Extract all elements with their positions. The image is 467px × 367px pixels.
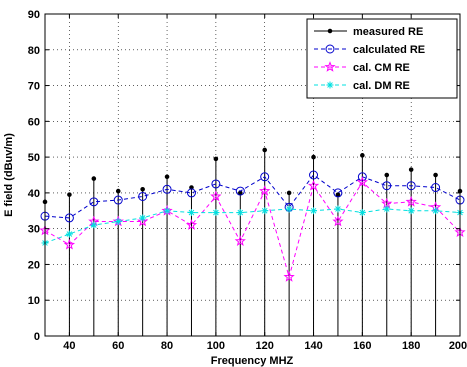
stem-point — [433, 172, 438, 178]
x-axis-title: Frequency MHZ — [211, 355, 294, 367]
y-tick-label: 30 — [28, 224, 40, 236]
data-point — [382, 181, 392, 191]
x-tick-label: 200 — [449, 340, 467, 352]
data-point — [211, 179, 221, 189]
stem-point — [237, 190, 243, 196]
legend-item: cal. DM RE — [314, 80, 410, 92]
series-1 — [40, 170, 465, 223]
y-tick-label: 80 — [28, 45, 40, 57]
stem-point — [408, 167, 414, 172]
data-point — [383, 205, 391, 213]
data-point — [285, 205, 293, 213]
y-tick-label: 60 — [28, 116, 40, 128]
stem-point — [311, 154, 316, 160]
stem-point — [360, 153, 365, 158]
y-tick-label: 50 — [28, 152, 40, 164]
legend-marker — [326, 81, 334, 89]
data-point — [309, 170, 319, 180]
y-axis-title: E field (dBuv/m) — [3, 133, 15, 217]
x-tick-label: 180 — [402, 340, 420, 352]
stem-point — [384, 172, 390, 178]
stem-point — [164, 174, 170, 180]
legend-label: cal. DM RE — [353, 80, 410, 92]
data-point — [235, 186, 245, 196]
x-tick-label: 80 — [161, 340, 173, 352]
data-point — [307, 179, 320, 191]
data-point — [65, 230, 73, 238]
y-tick-label: 0 — [34, 331, 40, 343]
stem-point — [115, 188, 121, 194]
data-point — [283, 271, 295, 282]
stem-point — [91, 176, 97, 181]
data-point — [432, 207, 440, 215]
legend-item: cal. CM RE — [314, 61, 410, 74]
data-point — [333, 188, 343, 198]
data-point — [357, 172, 367, 182]
data-point — [431, 183, 441, 193]
data-point — [162, 184, 172, 194]
y-tick-label: 20 — [28, 259, 40, 271]
data-point — [63, 238, 76, 250]
x-tick-label: 160 — [353, 340, 371, 352]
data-point — [138, 191, 148, 201]
data-point — [406, 181, 416, 191]
legend-marker — [324, 61, 336, 72]
series-layer — [39, 147, 466, 336]
plot-frame — [44, 13, 461, 337]
legend-marker — [327, 28, 333, 34]
stem-point — [262, 147, 268, 153]
x-tick-label: 120 — [256, 340, 274, 352]
data-point — [212, 209, 220, 217]
x-tick-label: 100 — [207, 340, 225, 352]
legend-label: measured RE — [353, 26, 423, 38]
data-point — [89, 197, 99, 207]
x-tick-label: 60 — [112, 340, 124, 352]
legend-label: cal. CM RE — [353, 62, 410, 74]
legend-item: calculated RE — [314, 44, 425, 56]
legend-label: calculated RE — [353, 44, 425, 56]
stem-point — [335, 192, 341, 197]
y-tick-label: 10 — [28, 295, 40, 307]
data-point — [310, 207, 318, 215]
data-point — [334, 205, 342, 213]
stem-point — [286, 190, 292, 196]
data-point — [210, 190, 222, 202]
stem-point — [140, 187, 145, 192]
data-point — [187, 209, 195, 217]
legend-item: measured RE — [314, 26, 423, 38]
data-point — [90, 221, 98, 229]
ticks: 40 60 80 100 120 140 160 180 200 0 10 20 30 40 50 60 70 8… — [28, 9, 467, 352]
y-tick-label: 40 — [28, 188, 40, 200]
data-point — [332, 215, 344, 227]
y-tick-label: 90 — [28, 9, 40, 21]
stem-point — [67, 192, 72, 197]
data-point — [407, 207, 415, 215]
x-tick-label: 40 — [63, 340, 75, 352]
data-point — [260, 172, 270, 182]
data-point — [64, 213, 74, 223]
data-point — [259, 185, 271, 196]
data-point — [405, 195, 417, 207]
data-point — [137, 215, 149, 227]
x-tick-label: 140 — [304, 340, 322, 352]
data-point — [358, 209, 366, 217]
series-3 — [41, 205, 464, 247]
data-point — [163, 207, 171, 215]
data-point — [186, 188, 196, 198]
data-point — [139, 214, 147, 222]
data-point — [185, 219, 198, 230]
series-line — [44, 181, 461, 279]
data-point — [114, 218, 122, 226]
series-line — [44, 208, 461, 244]
data-point — [356, 176, 368, 187]
data-point — [113, 195, 123, 205]
stem-point — [213, 156, 219, 162]
y-tick-label: 70 — [28, 81, 40, 93]
data-point — [236, 209, 244, 217]
data-point — [234, 235, 246, 246]
legend-marker — [325, 44, 335, 54]
data-point — [261, 207, 269, 215]
legend: measured RE calculated RE cal. CM RE cal. D… — [306, 18, 458, 99]
